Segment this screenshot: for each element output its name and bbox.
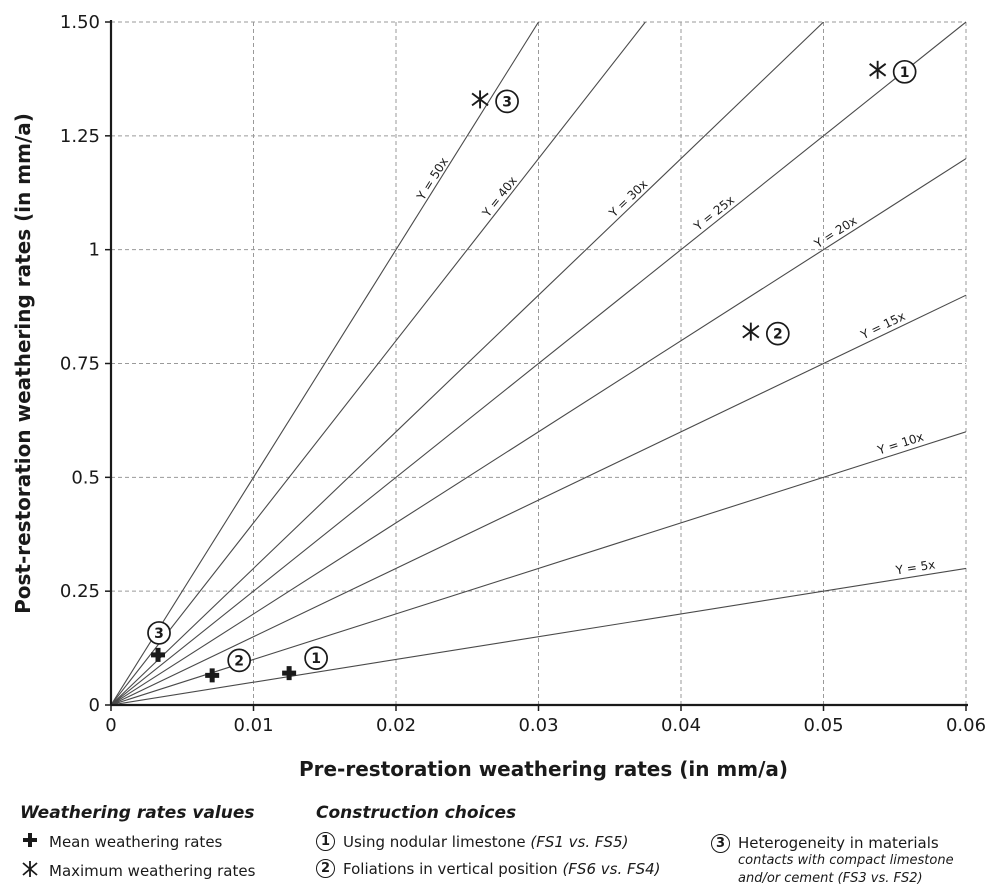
legend-choices-title: Construction choices <box>316 803 517 823</box>
legend-weathering-values: Weathering rates values Mean weathering … <box>20 803 255 890</box>
x-tick-label: 0.01 <box>233 715 273 736</box>
legend-max-label: Maximum weathering rates <box>49 862 256 880</box>
reference-line-label: Y = 30x <box>606 177 651 221</box>
y-tick-label: 1.25 <box>60 126 100 147</box>
circled-number-icon: 2 <box>316 859 335 878</box>
reference-line <box>111 22 646 705</box>
legend-max-row: Maximum weathering rates <box>20 860 255 882</box>
x-axis-label: Pre-restoration weathering rates (in mm/… <box>299 757 788 781</box>
legend-choice-1-text: Using nodular limestone <box>343 832 526 851</box>
legend-choice-2: 2 Foliations in vertical position (FS6 v… <box>316 859 661 878</box>
x-tick-label: 0.02 <box>376 715 416 736</box>
legend-values-title: Weathering rates values <box>20 803 255 823</box>
x-tick-label: 0.03 <box>518 715 558 736</box>
max-point-marker <box>471 90 489 109</box>
y-tick-label: 1 <box>89 240 100 261</box>
y-tick-label: 0.75 <box>60 354 100 375</box>
y-axis-label: Post-restoration weathering rates (in mm… <box>11 113 35 614</box>
y-tick-label: 1.50 <box>60 12 100 33</box>
point-number-circle <box>147 621 171 645</box>
plus-marker-icon <box>20 832 40 852</box>
legend-choice-3-body: Heterogeneity in materials contacts with… <box>738 833 954 888</box>
y-tick-label: 0 <box>89 695 100 716</box>
reference-line-label: Y = 25x <box>690 193 737 234</box>
reference-line-label: Y = 5x <box>894 557 936 577</box>
reference-line <box>111 158 966 705</box>
reference-lines <box>111 22 966 705</box>
asterisk-marker-icon <box>20 860 40 882</box>
reference-line-label: Y = 40x <box>479 174 520 221</box>
point-number-label: 1 <box>892 59 917 84</box>
max-point-marker <box>742 322 760 341</box>
reference-line-label: Y = 15x <box>858 309 908 343</box>
legend-construction-choices: Construction choices 1 Using nodular lim… <box>316 803 661 886</box>
reference-line-label: Y = 10x <box>875 430 925 458</box>
point-number-circle <box>304 646 328 670</box>
x-tick-label: 0.04 <box>661 715 701 736</box>
point-number-circle <box>765 321 790 346</box>
point-number-circle <box>892 59 917 84</box>
reference-line <box>111 431 966 705</box>
legend-choice-2-text: Foliations in vertical position <box>343 859 558 878</box>
point-number-text: 2 <box>773 327 783 343</box>
point-number-label: 1 <box>304 646 328 670</box>
legend-choice-1-ref: (FS1 vs. FS5) <box>530 832 629 851</box>
max-point-marker <box>869 60 887 79</box>
point-number-text: 3 <box>154 626 164 642</box>
legend-choice-3: 3 Heterogeneity in materials contacts wi… <box>711 833 954 888</box>
y-tick-label: 0.5 <box>71 467 100 488</box>
legend-choice-3-sub2: and/or cement (FS3 vs. FS2) <box>738 871 923 886</box>
point-number-label: 3 <box>147 621 171 645</box>
point-number-label: 2 <box>765 321 790 346</box>
mean-point-marker <box>282 666 297 681</box>
point-number-text: 1 <box>311 651 321 667</box>
y-tick-label: 0.25 <box>60 581 100 602</box>
legend-choice-1: 1 Using nodular limestone (FS1 vs. FS5) <box>316 832 661 851</box>
circled-number-icon: 3 <box>711 834 730 853</box>
legend-choice-3-sub1: contacts with compact limestone <box>738 853 954 868</box>
mean-point-marker <box>205 668 220 683</box>
point-number-label: 2 <box>227 648 252 673</box>
point-number-text: 2 <box>234 653 244 669</box>
reference-line <box>111 567 966 705</box>
legend-choice-3-text: Heterogeneity in materials <box>738 834 939 852</box>
x-tick-label: 0 <box>105 715 116 736</box>
point-number-text: 3 <box>502 94 512 110</box>
point-number-circle <box>495 89 519 114</box>
circled-number-icon: 1 <box>316 832 335 851</box>
x-tick-label: 0.06 <box>946 715 986 736</box>
reference-line <box>111 294 966 705</box>
mean-point-marker <box>151 647 166 662</box>
legend-mean-label: Mean weathering rates <box>49 833 223 851</box>
point-number-text: 1 <box>900 65 910 81</box>
point-number-label: 3 <box>495 89 519 114</box>
reference-line <box>111 22 824 705</box>
reference-line-label: Y = 20x <box>811 214 859 252</box>
point-number-circle <box>227 648 252 673</box>
legend-mean-row: Mean weathering rates <box>20 832 255 852</box>
reference-line <box>111 22 966 705</box>
x-tick-label: 0.05 <box>803 715 843 736</box>
reference-line-label: Y = 50x <box>413 155 451 203</box>
weathering-rates-chart: Y = 5x Y = 10x Y = 15x Y = 20x Y = 25x Y = 30… <box>11 12 986 781</box>
legend-choice-2-ref: (FS6 vs. FS4) <box>562 859 661 878</box>
reference-line <box>111 22 539 705</box>
